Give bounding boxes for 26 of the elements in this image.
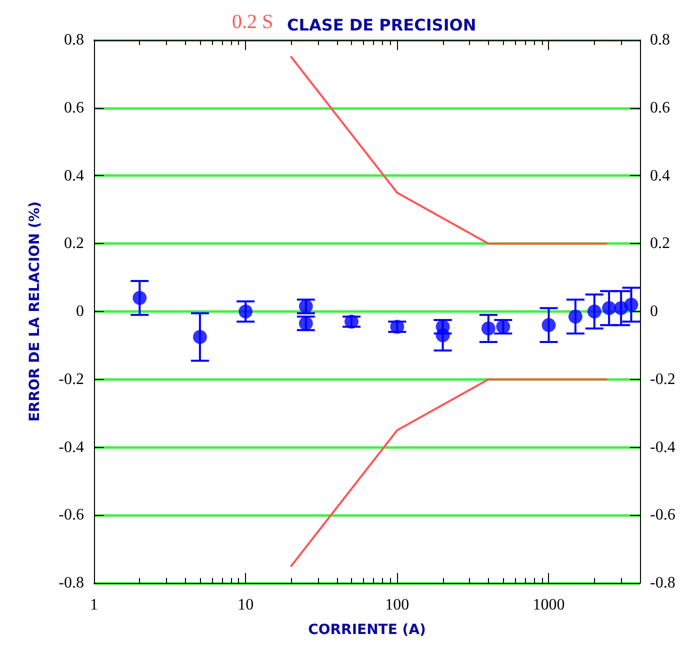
y2-tick-label: 0.4	[650, 167, 670, 184]
y-axis-title: ERROR DE LA RELACION (%)	[27, 201, 43, 422]
x-tick-label: 1000	[532, 596, 565, 614]
y2-tick-label: 0.8	[650, 32, 670, 48]
y-tick-label: -0.8	[58, 574, 84, 592]
series-label: 0.2 S	[232, 11, 274, 33]
y2-tick-label: 0.6	[650, 99, 670, 116]
y2-tick-label: -0.4	[650, 438, 676, 456]
y-tick-label: 0.4	[64, 167, 84, 184]
y-tick-label: 0	[76, 303, 84, 320]
x-axis-title: CORRIENTE (A)	[308, 622, 426, 638]
chart-title: CLASE DE PRECISION	[287, 16, 476, 34]
y2-tick-label: -0.8	[650, 574, 676, 592]
x-tick-label: 100	[385, 596, 410, 614]
y-tick-label: 0.8	[64, 32, 84, 48]
y-tick-label: -0.4	[58, 438, 84, 456]
x-tick-label: 1	[90, 596, 98, 614]
y2-tick-label: -0.2	[650, 370, 676, 388]
y-tick-label: 0.6	[64, 99, 84, 116]
y-tick-label: -0.6	[58, 506, 84, 524]
y2-tick-label: 0.2	[650, 235, 670, 252]
y2-tick-label: 0	[650, 303, 658, 320]
y-tick-label: 0.2	[64, 235, 84, 252]
y-tick-label: -0.2	[58, 370, 84, 388]
y2-tick-label: -0.6	[650, 506, 676, 524]
x-tick-label: 10	[238, 596, 254, 614]
